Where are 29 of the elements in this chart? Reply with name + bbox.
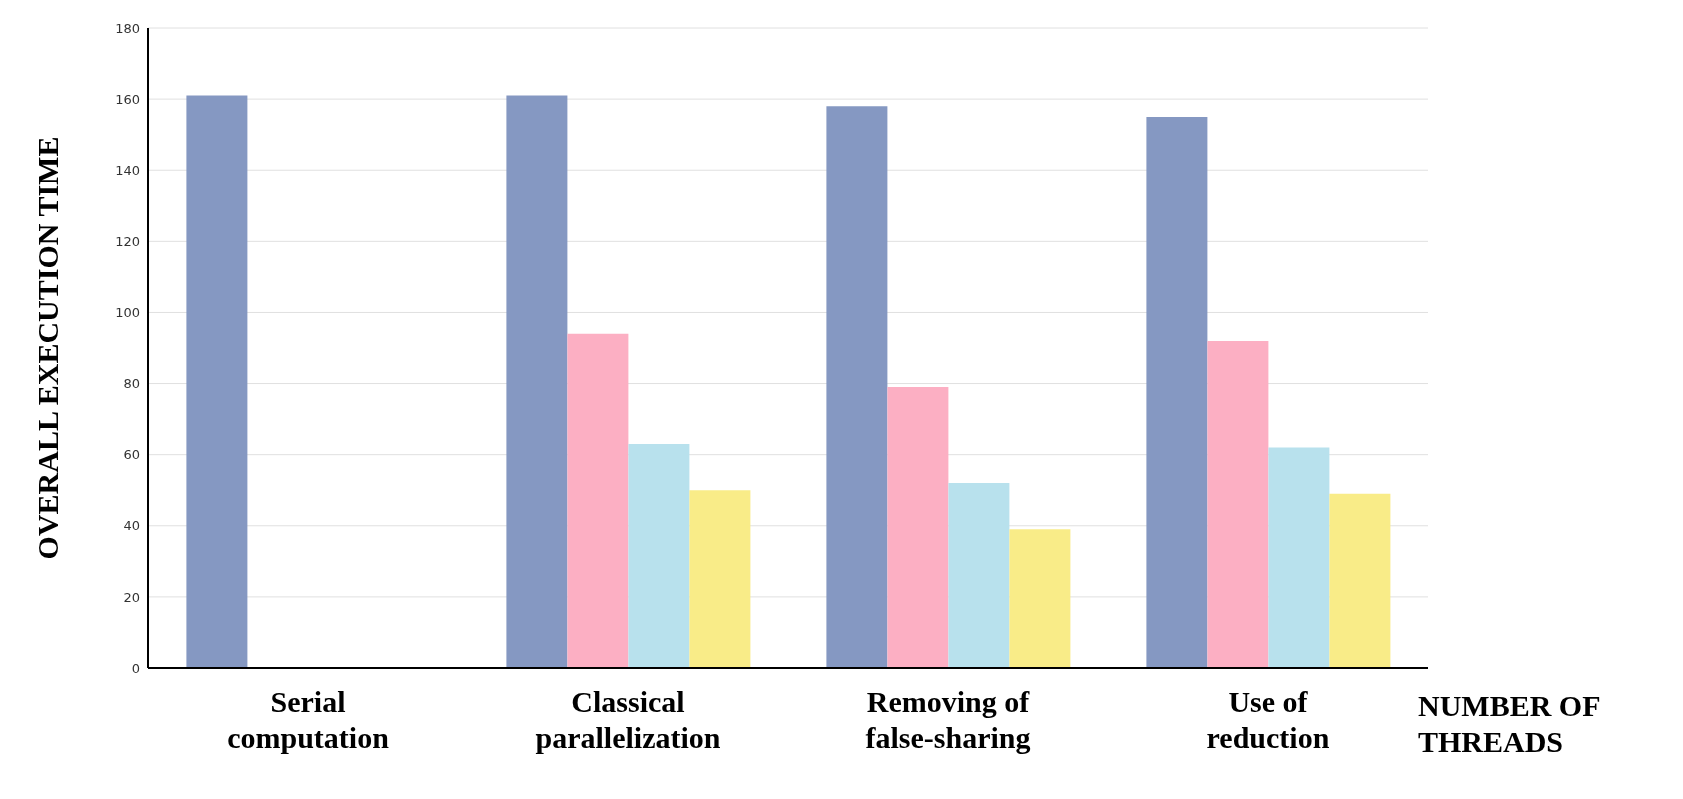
- y-tick-label: 80: [123, 376, 140, 392]
- bar: [887, 387, 949, 668]
- y-tick-label: 140: [115, 162, 140, 178]
- bar: [1329, 493, 1391, 668]
- x-tick-label: Classical parallelization: [535, 685, 721, 754]
- y-tick-label: 20: [123, 589, 140, 605]
- bar: [1146, 116, 1208, 668]
- bar: [567, 333, 629, 668]
- bar: [826, 106, 888, 668]
- y-tick-label: 0: [131, 660, 140, 676]
- bar: [689, 490, 751, 668]
- x-tick-label: Use of reduction: [1206, 685, 1330, 754]
- bar: [1268, 447, 1330, 668]
- bar: [1207, 340, 1269, 668]
- bar: [506, 95, 568, 668]
- y-tick-label: 180: [115, 20, 140, 36]
- y-tick-label: 60: [123, 447, 140, 463]
- y-tick-label: 100: [115, 305, 140, 321]
- x-tick-label: Serial computation: [227, 685, 390, 754]
- bar: [186, 95, 248, 668]
- y-tick-label: 160: [115, 91, 140, 107]
- x-tick-label: Removing of false-sharing: [865, 685, 1031, 754]
- y-tick-label: 120: [115, 233, 140, 249]
- bar: [628, 444, 690, 668]
- y-axis-title: OVERALL EXECUTION TIME: [31, 136, 65, 560]
- bar: [948, 483, 1010, 668]
- y-tick-label: 40: [123, 518, 140, 534]
- bar: [1009, 529, 1071, 668]
- x-axis-title: NUMBER OF THREADS: [1418, 688, 1601, 760]
